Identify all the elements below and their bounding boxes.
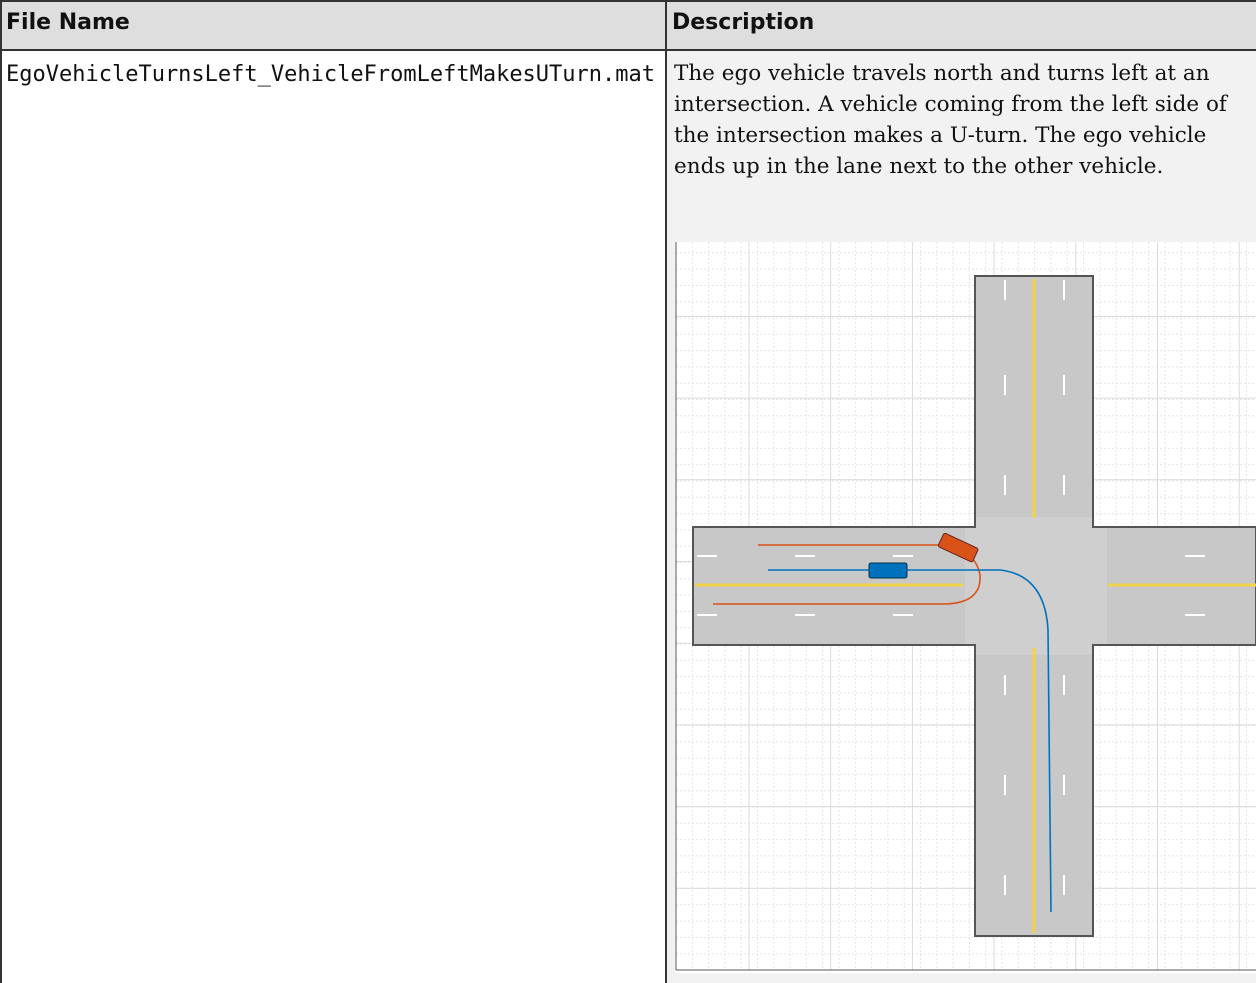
border [0,0,2,983]
ego-vehicle [868,562,908,579]
border [0,0,1256,2]
border [0,49,1256,51]
border [665,0,667,983]
scenario-figure [675,242,1256,973]
header-cell: File Name [0,0,666,50]
other-vehicle [937,532,979,563]
header-cell: Description [666,0,1256,50]
roads [692,275,1256,937]
file-name-cell: EgoVehicleTurnsLeft_VehicleFromLeftMakes… [6,62,656,87]
